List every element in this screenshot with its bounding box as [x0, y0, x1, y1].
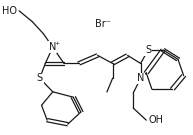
Text: N: N: [49, 42, 57, 52]
Text: OH: OH: [148, 115, 163, 125]
Text: +: +: [55, 41, 60, 46]
Text: N: N: [137, 73, 144, 83]
Text: S: S: [145, 45, 151, 55]
Text: HO: HO: [2, 6, 17, 16]
Text: Br⁻: Br⁻: [95, 19, 111, 29]
Text: S: S: [37, 73, 43, 83]
